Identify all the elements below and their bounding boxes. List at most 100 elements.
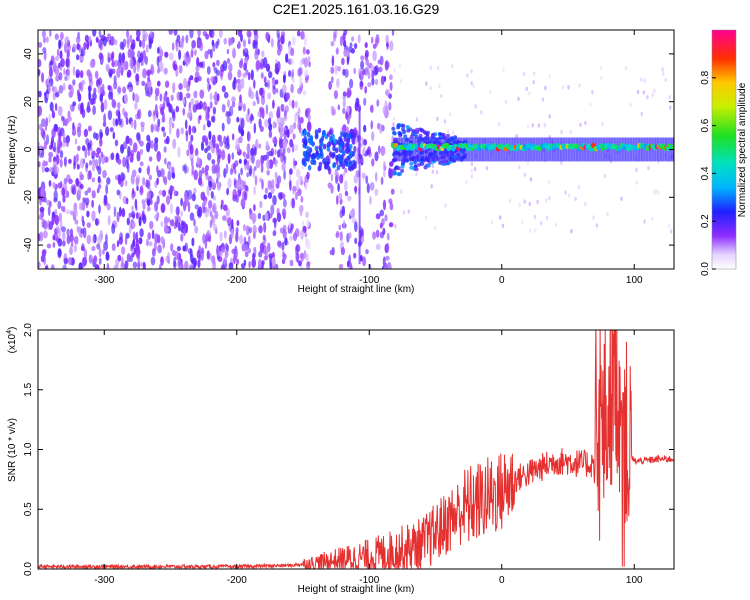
spectral-cell — [235, 138, 240, 148]
spectral-cell — [60, 58, 65, 68]
spectral-cell — [74, 219, 79, 225]
spectral-cell — [84, 197, 90, 206]
spectral-band-edge — [650, 137, 653, 162]
spectral-cell — [131, 193, 135, 200]
spectral-cell — [288, 70, 292, 77]
spectral-cell — [151, 229, 155, 240]
spectral-cell — [194, 204, 199, 210]
spectral-cell — [187, 248, 193, 255]
x-tick-label: -200 — [227, 575, 247, 586]
spectral-cell — [87, 85, 92, 92]
spectral-cell — [139, 185, 144, 194]
spectral-cell — [392, 122, 395, 127]
spectral-cell — [279, 132, 284, 138]
spectral-cell — [353, 67, 357, 75]
spectral-cell — [176, 34, 181, 43]
spectral-cell — [70, 85, 74, 96]
spectral-cell — [215, 69, 220, 76]
spectral-cell — [269, 255, 272, 267]
spectral-cell — [113, 39, 118, 46]
spectral-cell — [206, 185, 210, 197]
spectral-cell — [130, 58, 134, 70]
spectral-cell — [137, 253, 141, 263]
spectral-cell — [66, 69, 70, 81]
spectral-cell — [398, 64, 402, 69]
spectral-cell — [567, 85, 570, 90]
spectral-cell — [72, 122, 75, 131]
spectral-cell — [148, 39, 152, 50]
spectral-cell — [248, 165, 253, 175]
spectral-cell — [158, 190, 163, 196]
spectral-cell — [66, 117, 70, 124]
spectral-cell — [117, 158, 122, 165]
spectral-cell — [272, 217, 278, 224]
spectral-cell — [363, 97, 367, 106]
spectral-cell — [163, 146, 167, 153]
spectral-cell — [282, 84, 287, 95]
spectral-cell — [94, 264, 100, 269]
spectral-cell — [195, 65, 200, 72]
spectral-cell — [171, 42, 175, 51]
spectral-cell — [142, 49, 146, 60]
spectral-cell — [651, 216, 654, 221]
spectral-cell — [204, 50, 209, 60]
spectral-cell — [292, 157, 296, 168]
spectral-cell — [157, 68, 160, 74]
spectral-cell — [470, 174, 473, 179]
spectral-cell — [600, 75, 603, 81]
spectral-cell — [223, 230, 227, 239]
spectral-cell — [268, 111, 273, 120]
y-tick-label: 1.5 — [23, 382, 34, 396]
spectral-cell — [379, 55, 384, 66]
spectral-cell — [197, 30, 201, 38]
spectral-cell — [281, 31, 286, 38]
spectral-cell — [140, 261, 143, 267]
spectral-cell — [381, 218, 385, 227]
spectral-cell — [371, 36, 374, 44]
spectral-cell — [51, 109, 55, 118]
spectral-cell — [246, 144, 250, 153]
spectral-cell — [333, 90, 338, 100]
spectral-cell — [375, 213, 381, 220]
spectral-cell — [49, 101, 54, 112]
spectral-cell — [346, 155, 350, 162]
spectral-cell — [168, 116, 173, 127]
spectral-cell — [47, 82, 52, 93]
y-tick-label: 0.5 — [23, 502, 34, 516]
spectral-cell — [199, 89, 205, 99]
spectral-cell — [63, 42, 68, 54]
spectral-cell — [52, 241, 56, 248]
spectral-cell — [137, 261, 141, 269]
spectral-cell — [204, 209, 210, 218]
spectral-cell — [361, 137, 364, 147]
spectral-cell — [309, 135, 314, 142]
y-tick-label: 0.0 — [23, 562, 34, 576]
spectral-cell — [298, 260, 302, 267]
spectral-cell — [124, 236, 128, 245]
spectral-cell — [276, 106, 281, 115]
spectral-cell — [159, 61, 164, 73]
spectral-cell — [244, 243, 249, 252]
spectral-cell — [415, 130, 420, 135]
spectral-cell — [337, 153, 342, 160]
colorbar-tick-label: 0.4 — [700, 166, 711, 180]
spectral-cell — [61, 141, 67, 148]
spectral-cell — [86, 234, 92, 245]
spectral-cell — [547, 179, 550, 185]
spectral-cell — [209, 101, 213, 109]
spectral-cell — [66, 174, 71, 182]
spectral-cell — [232, 133, 235, 141]
spectral-cell — [274, 149, 277, 156]
spectral-cell — [216, 93, 220, 102]
spectral-cell — [69, 104, 73, 111]
spectral-cell — [367, 64, 370, 73]
spectral-cell — [328, 81, 332, 90]
spectral-cell — [172, 82, 176, 94]
spectral-cell — [242, 224, 246, 232]
spectral-cell — [107, 84, 111, 91]
spectral-cell — [64, 36, 70, 45]
spectral-cell — [116, 211, 120, 223]
spectral-cell — [342, 124, 347, 134]
spectral-cell — [251, 153, 255, 164]
spectral-cell — [268, 130, 273, 139]
